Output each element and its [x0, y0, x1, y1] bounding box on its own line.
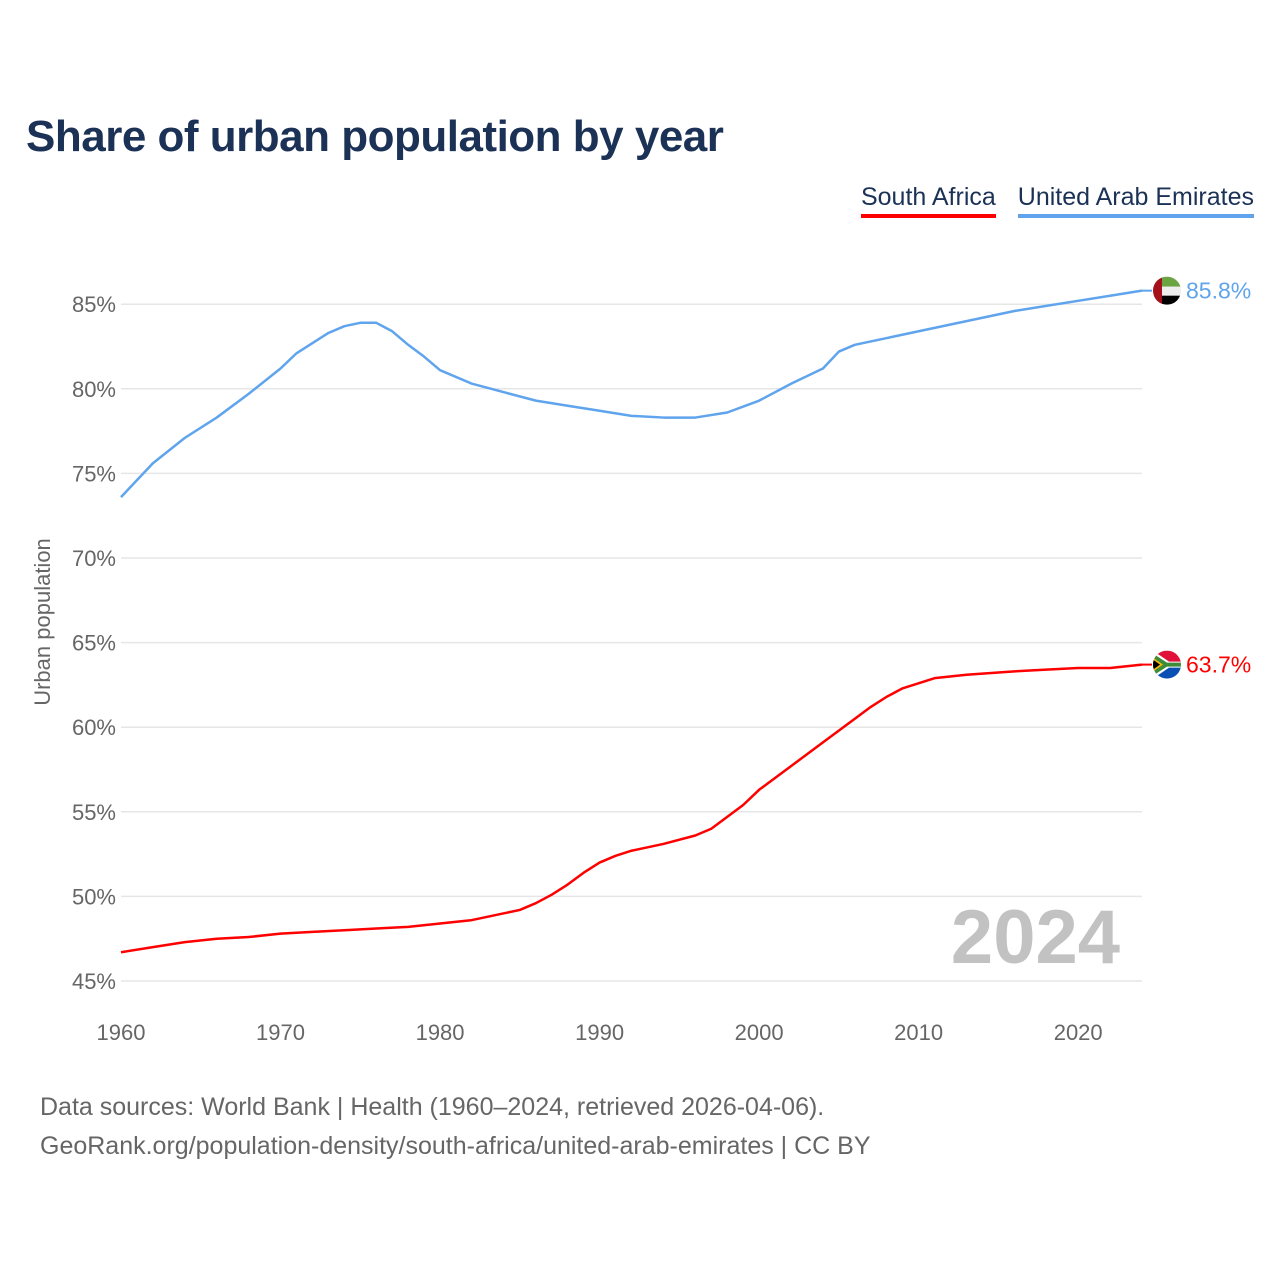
legend-uae[interactable]: United Arab Emirates [1017, 183, 1254, 218]
chart-title: Share of urban population by year [26, 112, 724, 161]
x-tick-label: 2000 [735, 1020, 784, 1045]
series-line-south-africa[interactable] [120, 663, 1143, 954]
y-tick-label: 55% [72, 800, 116, 825]
end-value-label: 85.8% [1186, 278, 1251, 304]
united-arab-emirates-flag-icon [1153, 276, 1181, 305]
legend-south-africa[interactable]: South Africa [860, 183, 996, 218]
end-value-label: 63.7% [1186, 652, 1251, 678]
y-axis-label: Urban population [30, 538, 55, 706]
x-tick-label: 2020 [1054, 1020, 1103, 1045]
source-footer: Data sources: World Bank | Health (1960–… [40, 1088, 871, 1166]
x-tick-label: 1970 [256, 1020, 305, 1045]
year-watermark: 2024 [951, 895, 1120, 980]
y-tick-label: 50% [72, 884, 116, 909]
series-line-united-arab-emirates[interactable] [120, 289, 1143, 498]
y-tick-label: 65% [72, 631, 116, 656]
x-tick-label: 2010 [894, 1020, 943, 1045]
y-tick-label: 75% [72, 461, 116, 486]
x-tick-label: 1990 [575, 1020, 624, 1045]
legend: South Africa United Arab Emirates [860, 183, 1254, 218]
x-tick-label: 1980 [416, 1020, 465, 1045]
y-tick-label: 80% [72, 377, 116, 402]
y-tick-label: 70% [72, 546, 116, 571]
y-tick-label: 60% [72, 715, 116, 740]
x-tick-label: 1960 [97, 1020, 146, 1045]
south-africa-flag-icon [1153, 650, 1181, 679]
y-tick-label: 85% [72, 292, 116, 317]
source-line-2[interactable]: GeoRank.org/population-density/south-afr… [40, 1132, 871, 1160]
y-tick-label: 45% [72, 969, 116, 994]
source-line-1: Data sources: World Bank | Health (1960–… [40, 1093, 825, 1121]
